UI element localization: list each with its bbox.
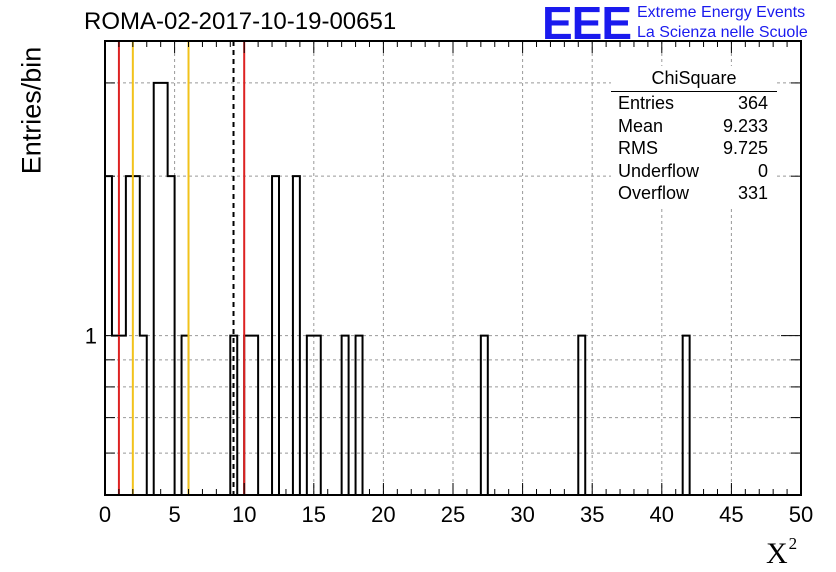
x-tick-label: 0 bbox=[99, 502, 111, 527]
stats-value: 9.725 bbox=[722, 138, 768, 158]
axes: 0 5 10 15 20 25 30 35 40 45 50 1 bbox=[85, 40, 813, 527]
x-tick-label: 35 bbox=[580, 502, 604, 527]
stats-divider bbox=[611, 91, 777, 92]
stats-value: 364 bbox=[737, 93, 768, 113]
stats-row-mean: Mean 9.233 bbox=[618, 116, 768, 138]
stats-key: Entries bbox=[618, 93, 675, 113]
y-tick-label: 1 bbox=[85, 324, 97, 349]
x-tick-label: 20 bbox=[371, 502, 395, 527]
stats-value: 9.233 bbox=[722, 116, 768, 136]
eee-logo: EEE bbox=[542, 0, 632, 49]
stats-row-entries: Entries 364 bbox=[618, 93, 768, 115]
stats-key: RMS bbox=[618, 138, 658, 158]
stats-value: 331 bbox=[737, 183, 768, 203]
x-tick-label: 30 bbox=[510, 502, 534, 527]
histogram-bin bbox=[161, 83, 168, 495]
histogram-bin bbox=[154, 83, 161, 495]
stats-title: ChiSquare bbox=[651, 68, 737, 88]
y-axis-label: Entries/bin bbox=[16, 46, 47, 175]
x-tick-label: 45 bbox=[719, 502, 743, 527]
reference-lines bbox=[117, 41, 246, 495]
chart-title: ROMA-02-2017-10-19-00651 bbox=[84, 8, 397, 35]
x-tick-label: 25 bbox=[441, 502, 465, 527]
logo-line-1: Extreme Energy Events bbox=[637, 4, 806, 21]
stats-row-overflow: Overflow 331 bbox=[618, 183, 768, 205]
x-tick-label: 10 bbox=[232, 502, 256, 527]
stats-value: 0 bbox=[757, 161, 768, 181]
stats-box: ChiSquare Entries 364 Mean 9.233 RMS 9.7… bbox=[611, 66, 777, 206]
x-tick-label: 5 bbox=[168, 502, 180, 527]
logo-line-2: La Scienza nelle Scuole bbox=[637, 24, 808, 41]
stats-key: Overflow bbox=[618, 183, 690, 203]
x-axis-label-base: X bbox=[766, 537, 788, 570]
x-axis-label-superscript: 2 bbox=[788, 534, 798, 553]
stats-key: Mean bbox=[618, 116, 664, 136]
stats-key: Underflow bbox=[618, 161, 700, 181]
x-tick-label: 40 bbox=[650, 502, 674, 527]
x-axis-label: X2 bbox=[766, 534, 797, 571]
x-tick-label: 50 bbox=[789, 502, 813, 527]
x-tick-label: 15 bbox=[302, 502, 326, 527]
grid bbox=[105, 41, 801, 495]
stats-row-rms: RMS 9.725 bbox=[618, 138, 768, 160]
stats-row-underflow: Underflow 0 bbox=[618, 161, 768, 183]
